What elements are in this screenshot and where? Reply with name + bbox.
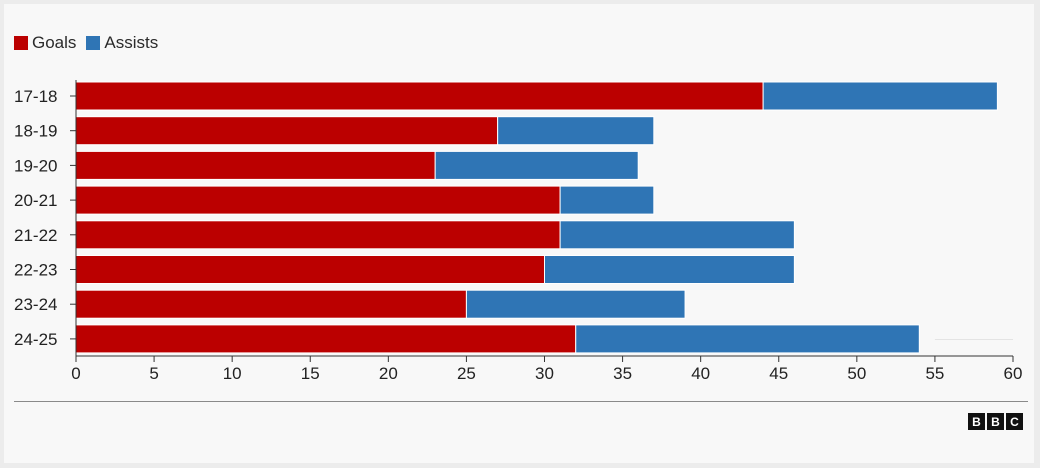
bbc-logo-letter: B xyxy=(968,413,985,430)
x-tick-label: 45 xyxy=(769,364,788,383)
x-tick-label: 50 xyxy=(847,364,866,383)
bar-goals-22-23 xyxy=(75,255,545,284)
legend-swatch-goals xyxy=(14,36,28,50)
x-tick-label: 0 xyxy=(71,364,80,383)
y-tick-label: 19-20 xyxy=(14,156,57,175)
x-tick-label: 55 xyxy=(925,364,944,383)
bar-goals-18-19 xyxy=(75,116,499,146)
bar-goals-17-18 xyxy=(75,81,764,111)
x-tick-label: 5 xyxy=(149,364,158,383)
footer-divider xyxy=(14,401,1028,402)
y-tick-label: 24-25 xyxy=(14,330,57,349)
bar-goals-20-21 xyxy=(75,185,561,215)
x-tick-label: 15 xyxy=(301,364,320,383)
x-tick-label: 60 xyxy=(1004,364,1023,383)
y-tick-label: 22-23 xyxy=(14,261,57,280)
legend-item-assists: Assists xyxy=(86,33,158,53)
bar-goals-23-24 xyxy=(75,289,467,319)
bar-assists-24-25 xyxy=(575,324,920,354)
x-tick-label: 35 xyxy=(613,364,632,383)
y-tick-label: 21-22 xyxy=(14,226,57,245)
bbc-logo: B B C xyxy=(968,413,1025,430)
legend-label-goals: Goals xyxy=(32,33,77,52)
legend-label-assists: Assists xyxy=(104,33,159,52)
bar-assists-20-21 xyxy=(559,185,655,215)
y-tick-label: 23-24 xyxy=(14,295,57,314)
bbc-logo-letter: B xyxy=(987,413,1004,430)
y-tick-label: 17-18 xyxy=(14,87,57,106)
legend-swatch-assists xyxy=(86,36,101,50)
bar-goals-24-25 xyxy=(75,324,577,354)
bbc-logo-letter: C xyxy=(1006,413,1023,430)
y-tick-label: 20-21 xyxy=(14,191,57,210)
x-tick-label: 25 xyxy=(457,364,476,383)
bar-assists-19-20 xyxy=(434,150,639,180)
bar-assists-21-22 xyxy=(559,220,795,250)
bar-assists-18-19 xyxy=(497,116,655,146)
x-tick-label: 30 xyxy=(535,364,554,383)
bar-assists-17-18 xyxy=(762,81,998,111)
legend-item-goals: Goals xyxy=(14,33,76,53)
x-tick-label: 20 xyxy=(379,364,398,383)
bar-goals-21-22 xyxy=(75,220,561,250)
legend: Goals Assists xyxy=(14,33,168,53)
bar-assists-22-23 xyxy=(544,255,795,284)
bar-goals-19-20 xyxy=(75,150,436,180)
bar-assists-23-24 xyxy=(465,289,686,319)
x-tick-label: 40 xyxy=(691,364,710,383)
x-tick-label: 10 xyxy=(223,364,242,383)
y-tick-label: 18-19 xyxy=(14,122,57,141)
